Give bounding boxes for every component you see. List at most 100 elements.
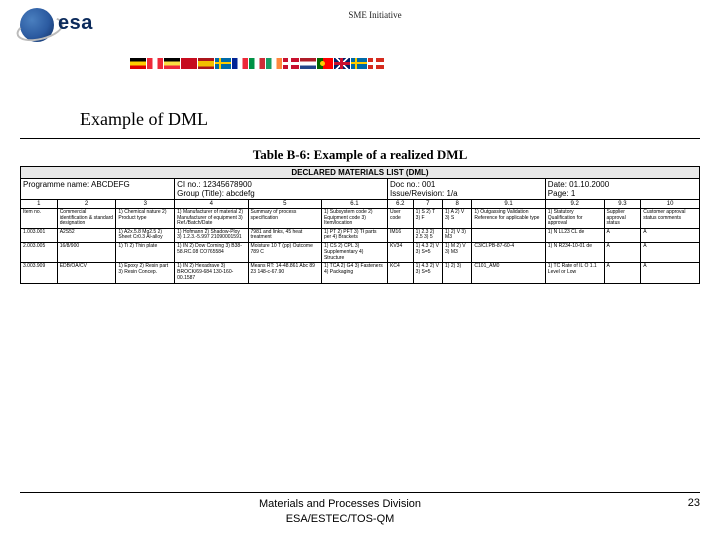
table-cell: 1) CS 2) CPL 3) Supplementary 4) Structu…: [321, 243, 387, 263]
table-cell: 1) Ti 2) Thin plate: [116, 243, 175, 263]
col-header: 1) S 2) T 3) F: [413, 209, 442, 229]
table-cell: Means RT: 14-48.861 Abc 89 23 148-c-67.9…: [248, 263, 321, 283]
col-header: 1) Manufacturer of material 2) Manufactu…: [175, 209, 248, 229]
table-cell: A: [604, 228, 641, 243]
header-subtitle: SME Initiative: [120, 8, 630, 20]
table-cell: A: [641, 263, 700, 283]
col-number: 7: [413, 200, 442, 209]
column-header-row: Item no.Commercial identification & stan…: [21, 209, 700, 229]
table-cell: 7981 and links, 45 heat treatment: [248, 228, 321, 243]
col-number: 9.3: [604, 200, 641, 209]
table-cell: KC4: [388, 263, 414, 283]
table-cell: 1) TCA 2) G4 3) Fasteners 4) Packaging: [321, 263, 387, 283]
table-cell: A: [641, 228, 700, 243]
flag-icon: [215, 58, 231, 69]
footer-text: Materials and Processes DivisionESA/ESTE…: [20, 497, 660, 526]
table-cell: 1) 4.3 2) V 3) S=5: [413, 263, 442, 283]
col-number: 3: [116, 200, 175, 209]
footer: Materials and Processes DivisionESA/ESTE…: [20, 492, 700, 526]
table-cell: EDB/OA/CV: [57, 263, 116, 283]
col-header: 1) Subsystem code 2) Equipment code 3) I…: [321, 209, 387, 229]
flag-icon: [283, 58, 299, 69]
col-header: User code: [388, 209, 414, 229]
table-cell: Moisture 10 T (pp) Outcome 789 C: [248, 243, 321, 263]
slide: esa SME Initiative Example of DML Table …: [0, 0, 720, 540]
table-cell: C3/CI.PB-87-60-4: [472, 243, 545, 263]
table-cell: A: [641, 243, 700, 263]
table-cell: C101_AM0: [472, 263, 545, 283]
col-header: 1) Chemical nature 2) Product type: [116, 209, 175, 229]
table-cell: 3.003.909: [21, 263, 58, 283]
doc-meta-row: Programme name: ABCDEFG CI no.: 12345678…: [21, 179, 700, 200]
col-number: 2: [57, 200, 116, 209]
flag-icon: [181, 58, 197, 69]
col-header: Summary of process specification: [248, 209, 321, 229]
flag-icon: [198, 58, 214, 69]
table-cell: 1) Hofmann 2) Shadow-Ploy 3) 1.2.3.-5.99…: [175, 228, 248, 243]
dml-table: DECLARED MATERIALS LIST (DML) Programme …: [20, 166, 700, 284]
col-number: 9.2: [545, 200, 604, 209]
flag-icon: [266, 58, 282, 69]
meta-doc-issue: Doc no.: 001Issue/Revision: 1/a: [388, 179, 546, 200]
table-cell: 1) PT 2) PFT 3) Tł parts per 4) Brackets: [321, 228, 387, 243]
slide-title: Example of DML: [20, 109, 700, 130]
table-cell: A2S52: [57, 228, 116, 243]
flag-icon: [368, 58, 384, 69]
table-cell: 1) M 2) V 3) M3: [443, 243, 472, 263]
table-cell: 1) N R234-10-01 de: [545, 243, 604, 263]
col-number: 8: [443, 200, 472, 209]
col-number: 6.1: [321, 200, 387, 209]
flag-icon: [334, 58, 350, 69]
logo-text: esa: [58, 12, 93, 35]
meta-ci-group: CI no.: 12345678900Group (Title): abcdef…: [175, 179, 388, 200]
table-cell: 1) 2.3 2) 2.5 3) 5: [413, 228, 442, 243]
col-number: 5: [248, 200, 321, 209]
table-cell: 1) IN 2) Dow Corning 3) B38-58.RC.08 CO7…: [175, 243, 248, 263]
table-cell: 1) 4.3 2) V 3) S=5: [413, 243, 442, 263]
table-cell: A: [604, 243, 641, 263]
table-cell: KV34: [388, 243, 414, 263]
table-cell: 1) IN 2) Hexadrave 3) BROCK/69-684 130-1…: [175, 263, 248, 283]
col-number: 1: [21, 200, 58, 209]
table-cell: 1) Epoxy 2) Resin part 3) Resin Concep.: [116, 263, 175, 283]
col-number: 4: [175, 200, 248, 209]
col-number: 9.1: [472, 200, 545, 209]
column-number-row: 123456.16.2789.19.29.310: [21, 200, 700, 209]
header: esa SME Initiative: [20, 8, 700, 44]
table-cell: 1.003.001: [21, 228, 58, 243]
flag-icon: [130, 58, 146, 69]
flag-icon: [351, 58, 367, 69]
table-caption: Table B-6: Example of a realized DML: [20, 147, 700, 163]
table-cell: 1) 2) 3): [443, 263, 472, 283]
col-header: Item no.: [21, 209, 58, 229]
flag-icon: [317, 58, 333, 69]
col-header: Customer approval status comments: [641, 209, 700, 229]
table-cell: 1) A2x.5.8 Mg2.5 2) Sheet Cr0.3 Al-alloy: [116, 228, 175, 243]
col-header: Supplier approval status: [604, 209, 641, 229]
flag-icon: [164, 58, 180, 69]
meta-date-page: Date: 01.10.2000Page: 1: [545, 179, 699, 200]
esa-logo: esa: [20, 8, 110, 44]
col-number: 6.2: [388, 200, 414, 209]
table-cell: 2.003.005: [21, 243, 58, 263]
flag-icon: [232, 58, 248, 69]
title-rule: [20, 138, 700, 139]
table-cell: A: [604, 263, 641, 283]
table-cell: 16/8/900: [57, 243, 116, 263]
table-row: 1.003.001A2S521) A2x.5.8 Mg2.5 2) Sheet …: [21, 228, 700, 243]
table-row: 2.003.00516/8/9001) Ti 2) Thin plate1) I…: [21, 243, 700, 263]
table-row: 3.003.909EDB/OA/CV1) Epoxy 2) Resin part…: [21, 263, 700, 283]
col-number: 10: [641, 200, 700, 209]
table-cell: [472, 228, 545, 243]
table-cell: 1) TC Rate of IL O 1.1 Level or Low: [545, 263, 604, 283]
flag-icon: [300, 58, 316, 69]
table-cell: 1) 2) V 3) M3: [443, 228, 472, 243]
flag-icon: [147, 58, 163, 69]
col-header: Commercial identification & standard des…: [57, 209, 116, 229]
col-header: 1) Outgassing Validation Reference for a…: [472, 209, 545, 229]
col-header: 1) Statutory Qualification for approval: [545, 209, 604, 229]
footer-page-number: 23: [660, 497, 700, 526]
dml-header: DECLARED MATERIALS LIST (DML): [21, 167, 700, 179]
table-cell: IM16: [388, 228, 414, 243]
table-cell: 1) N LL23 CL de: [545, 228, 604, 243]
